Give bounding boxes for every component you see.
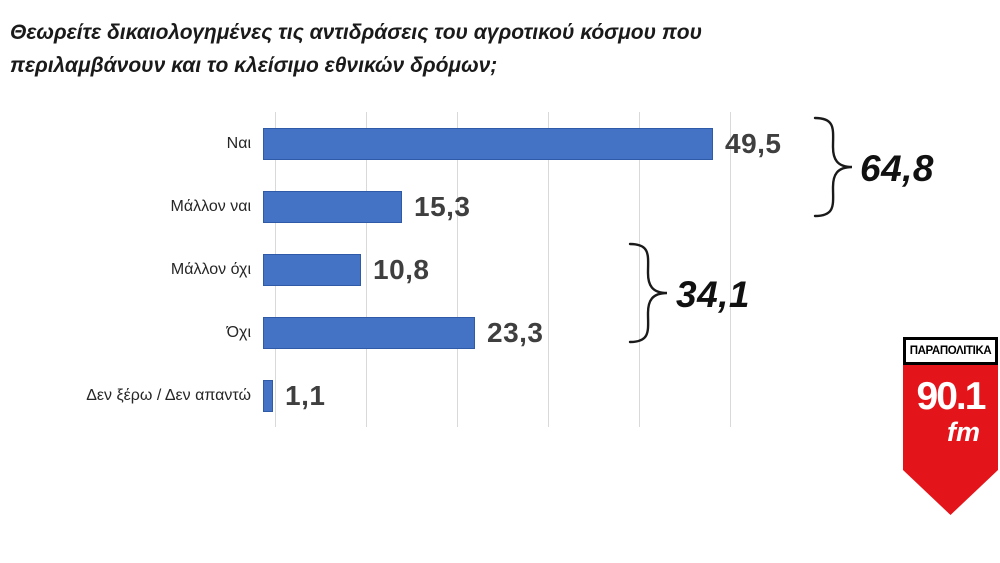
logo-band: fm <box>947 417 980 447</box>
value-label: 23,3 <box>487 316 544 348</box>
gridline <box>730 112 731 427</box>
curly-brace-icon <box>628 242 668 344</box>
category-label: Μάλλον όχι <box>170 260 251 278</box>
gridline <box>457 112 458 427</box>
bar-row: Μάλλον όχι 10,8 <box>0 238 1000 301</box>
chart-title-line2: περιλαμβάνουν και το κλείσιμο εθνικών δρ… <box>10 54 498 77</box>
chart-title: Θεωρείτε δικαιολογημένες τις αντιδράσεις… <box>10 16 702 82</box>
radio-station-logo: ΠΑΡΑΠΟΛΙΤΙΚΑ 90.1 fm <box>903 337 998 515</box>
bar <box>263 316 475 349</box>
bar <box>263 379 273 412</box>
logo-station-name: ΠΑΡΑΠΟΛΙΤΙΚΑ <box>903 337 998 365</box>
group-total-yes: 64,8 <box>860 148 935 189</box>
logo-shield: 90.1 fm <box>903 365 998 515</box>
value-label: 1,1 <box>285 379 326 411</box>
gridline <box>639 112 640 427</box>
gridline <box>366 112 367 427</box>
category-label: Ναι <box>226 134 251 152</box>
value-label: 49,5 <box>725 127 782 159</box>
category-label: Όχι <box>226 323 251 341</box>
value-label: 15,3 <box>414 190 471 222</box>
bar <box>263 127 713 160</box>
bar-row: Ναι 49,5 <box>0 112 1000 175</box>
bar-row: Δεν ξέρω / Δεν απαντώ 1,1 <box>0 364 1000 427</box>
logo-frequency: 90.1 <box>916 375 987 418</box>
bar-row: Μάλλον ναι 15,3 <box>0 175 1000 238</box>
category-label: Δεν ξέρω / Δεν απαντώ <box>86 386 251 404</box>
curly-brace-icon <box>813 116 853 218</box>
category-label: Μάλλον ναι <box>170 197 251 215</box>
value-label: 10,8 <box>373 253 430 285</box>
gridline <box>548 112 549 427</box>
bar <box>263 190 402 223</box>
group-total-no: 34,1 <box>676 274 751 315</box>
chart-title-line1: Θεωρείτε δικαιολογημένες τις αντιδράσεις… <box>10 21 703 44</box>
bar-row: Όχι 23,3 <box>0 301 1000 364</box>
bar <box>263 253 361 286</box>
